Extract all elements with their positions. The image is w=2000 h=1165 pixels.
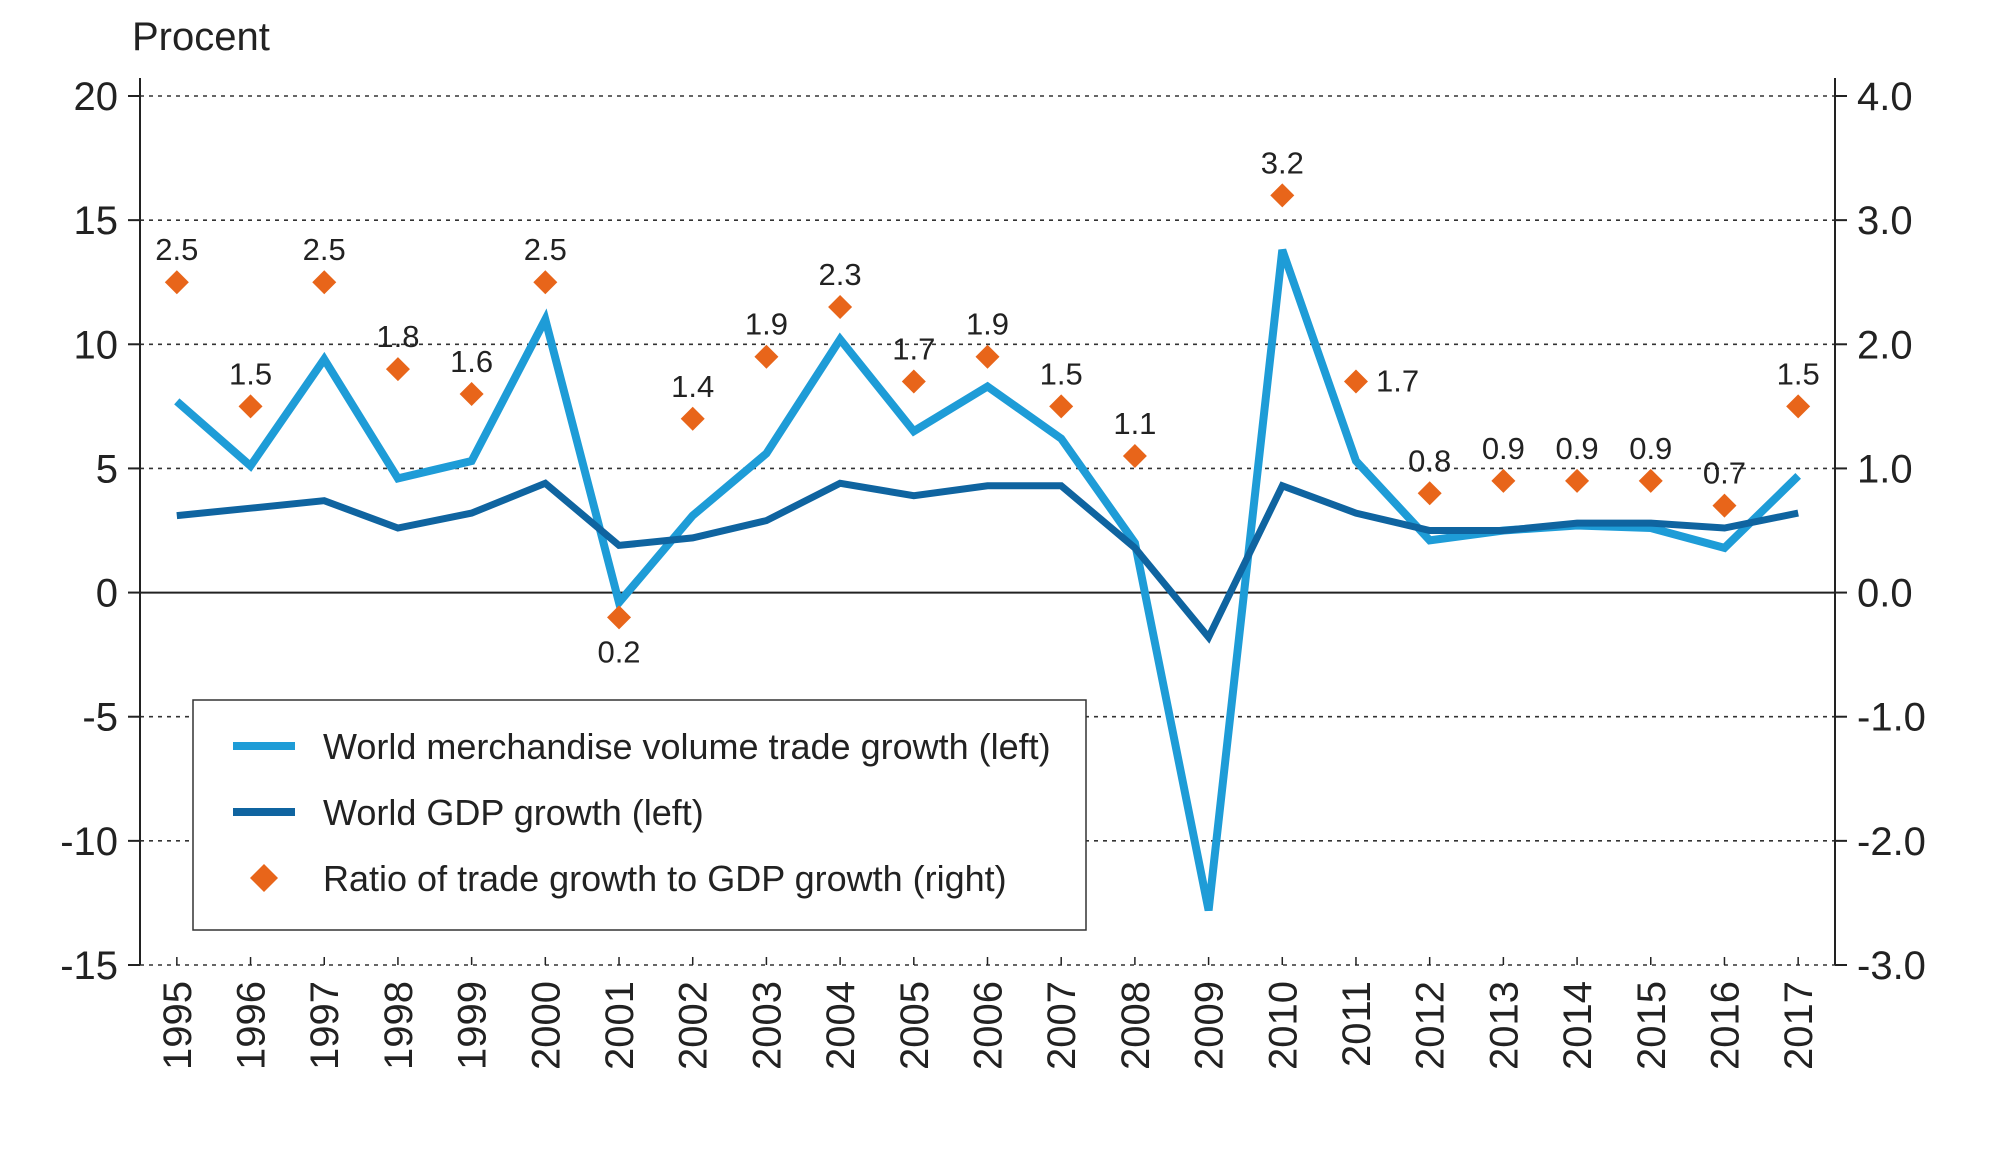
right-tick-label: 1.0 — [1857, 447, 1913, 491]
ratio-marker — [754, 344, 779, 369]
ratio-marker — [680, 406, 705, 431]
ratio-data-label: 2.5 — [303, 232, 346, 267]
ratio-data-label: 1.9 — [966, 307, 1009, 342]
left-tick-label: 0 — [96, 572, 118, 616]
x-tick-label: 1997 — [303, 981, 347, 1070]
ratio-marker — [1343, 369, 1368, 394]
x-tick-label: 2012 — [1409, 981, 1453, 1070]
ratio-marker — [1049, 394, 1074, 419]
ratio-data-label: 1.1 — [1113, 406, 1156, 441]
ratio-data-label: 0.9 — [1629, 431, 1672, 466]
ratio-data-label: 1.5 — [1777, 356, 1820, 391]
ratio-marker — [1638, 468, 1663, 493]
ratio-data-label: 1.7 — [1376, 364, 1419, 399]
left-tick-label: -10 — [60, 820, 118, 864]
ratio-marker — [164, 270, 189, 295]
ratio-marker — [1786, 394, 1811, 419]
x-tick-label: 2009 — [1188, 981, 1232, 1070]
x-tick-label: 2002 — [672, 981, 716, 1070]
ratio-data-label: 1.5 — [1040, 356, 1083, 391]
x-tick-label: 1998 — [377, 981, 421, 1070]
legend-box — [192, 699, 1087, 931]
right-tick-label: 0.0 — [1857, 572, 1913, 616]
ratio-marker — [312, 270, 337, 295]
legend: World merchandise volume trade growth (l… — [192, 699, 1087, 931]
right-tick-label: -1.0 — [1857, 696, 1926, 740]
ratio-data-label: 0.9 — [1556, 431, 1599, 466]
ratio-data-label: 2.5 — [155, 232, 198, 267]
left-tick-label: 10 — [74, 323, 119, 367]
ratio-marker — [607, 605, 632, 630]
x-tick-label: 1999 — [451, 981, 495, 1070]
x-tick-label: 1995 — [156, 981, 200, 1070]
x-tick-label: 2004 — [819, 981, 863, 1070]
x-tick-label: 2013 — [1482, 981, 1526, 1070]
ratio-data-label: 1.4 — [671, 369, 714, 404]
ratio-data-label: 0.7 — [1703, 456, 1746, 491]
x-tick-label: 1996 — [230, 981, 274, 1070]
right-tick-label: 4.0 — [1857, 75, 1913, 119]
x-tick-label: 2000 — [524, 981, 568, 1070]
x-tick-label: 2003 — [745, 981, 789, 1070]
ratio-marker — [385, 357, 410, 382]
right-tick-label: -2.0 — [1857, 820, 1926, 864]
ratio-data-label: 1.5 — [229, 356, 272, 391]
x-tick-label: 2008 — [1114, 981, 1158, 1070]
ratio-marker — [1122, 444, 1147, 469]
ratio-marker — [1712, 493, 1737, 518]
ratio-marker — [1491, 468, 1516, 493]
ratio-marker — [459, 381, 484, 406]
ratio-marker — [238, 394, 263, 419]
left-tick-label: -5 — [82, 696, 118, 740]
x-tick-label: 2010 — [1261, 981, 1305, 1070]
right-tick-label: 2.0 — [1857, 323, 1913, 367]
ratio-marker — [901, 369, 926, 394]
axes: -15 -10 -5 0 5 10 15 20 -3.0 -2.0 -1.0 0.0 1.0 2.0 3.0… — [60, 75, 1926, 1070]
x-tick-label: 2014 — [1556, 981, 1600, 1070]
ratio-marker — [533, 270, 558, 295]
ratio-data-label: 0.8 — [1408, 443, 1451, 478]
x-tick-label: 2005 — [893, 981, 937, 1070]
x-tick-label: 2017 — [1777, 981, 1821, 1070]
left-tick-label: 20 — [74, 75, 119, 119]
ratio-data-label: 2.3 — [819, 257, 862, 292]
ratio-data-label: 1.9 — [745, 307, 788, 342]
right-tick-label: 3.0 — [1857, 199, 1913, 243]
x-tick-label: 2011 — [1335, 981, 1379, 1067]
ratio-data-label: 1.6 — [450, 344, 493, 379]
ratio-marker — [1417, 481, 1442, 506]
ratio-data-label: 0.9 — [1482, 431, 1525, 466]
right-tick-label: -3.0 — [1857, 944, 1926, 988]
x-tick-label: 2007 — [1040, 981, 1084, 1070]
legend-entry-label: Ratio of trade growth to GDP growth (rig… — [323, 858, 1007, 899]
ratio-data-label: 1.8 — [376, 319, 419, 354]
ratio-data-label: 0.2 — [597, 634, 640, 669]
legend-entry-label: World GDP growth (left) — [323, 792, 704, 833]
ratio-data-label: 2.5 — [524, 232, 567, 267]
ratio-marker — [1565, 468, 1590, 493]
ratio-marker — [828, 295, 853, 320]
legend-swatch-ratio — [250, 864, 278, 892]
ratio-marker — [975, 344, 1000, 369]
legend-entry-label: World merchandise volume trade growth (l… — [323, 726, 1051, 767]
left-tick-label: 5 — [96, 447, 118, 491]
x-tick-label: 2006 — [967, 981, 1011, 1070]
ratio-data-label: 3.2 — [1261, 145, 1304, 180]
gdp-growth-line — [176, 479, 1799, 644]
series-layer: 2.5 1.5 2.5 1.8 1.6 2.5 0.2 1.4 1.9 2.3 1.7 1.9 1.5 1… — [155, 145, 1820, 912]
left-tick-label: 15 — [74, 199, 119, 243]
x-tick-label: 2016 — [1703, 981, 1747, 1070]
x-tick-label: 2001 — [598, 981, 642, 1070]
ratio-marker — [1270, 183, 1295, 208]
x-tick-label: 2015 — [1630, 981, 1674, 1070]
ratio-data-label: 1.7 — [892, 332, 935, 367]
left-axis-unit-label: Procent — [132, 15, 270, 59]
left-tick-label: -15 — [60, 944, 118, 988]
